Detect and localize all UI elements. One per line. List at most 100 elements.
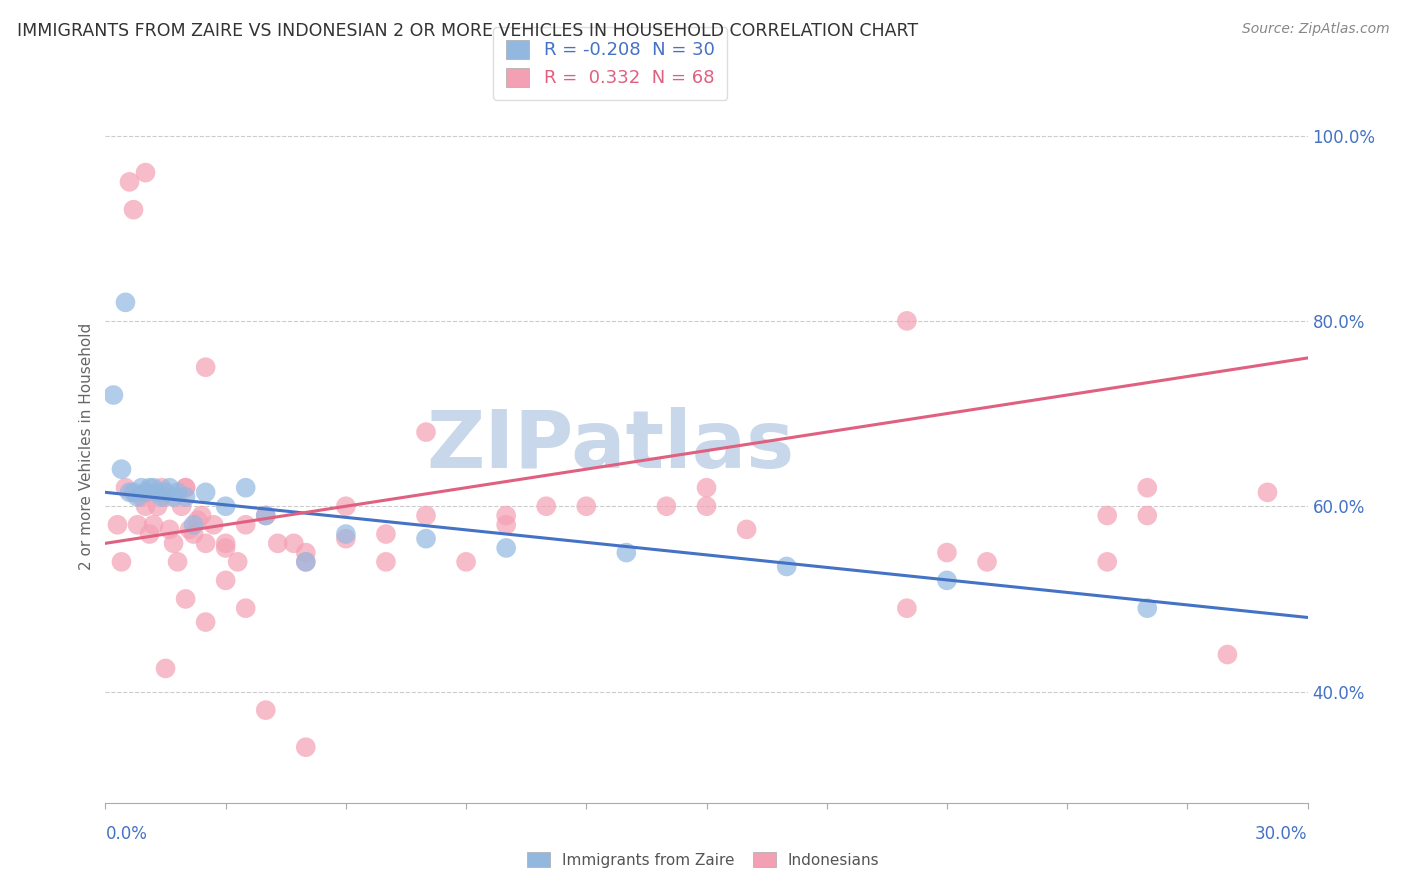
Point	[776, 559, 799, 574]
Point	[254, 703, 277, 717]
Point	[135, 166, 157, 180]
Point	[415, 508, 437, 523]
Point	[896, 601, 918, 615]
Point	[159, 481, 181, 495]
Point	[1136, 481, 1159, 495]
Point	[146, 485, 169, 500]
Point	[235, 481, 257, 495]
Point	[235, 517, 257, 532]
Point	[976, 555, 998, 569]
Point	[138, 527, 160, 541]
Point	[162, 536, 184, 550]
Point	[235, 601, 257, 615]
Point	[110, 462, 132, 476]
Point	[415, 532, 437, 546]
Point	[696, 500, 718, 514]
Point	[1136, 508, 1159, 523]
Point	[174, 481, 197, 495]
Point	[194, 536, 217, 550]
Point	[335, 532, 357, 546]
Point	[131, 481, 153, 495]
Point	[735, 523, 758, 537]
Point	[226, 555, 249, 569]
Point	[187, 513, 209, 527]
Y-axis label: 2 or more Vehicles in Household: 2 or more Vehicles in Household	[79, 322, 94, 570]
Point	[166, 485, 188, 500]
Point	[936, 574, 959, 588]
Point	[118, 175, 141, 189]
Point	[495, 541, 517, 555]
Point	[1216, 648, 1239, 662]
Point	[142, 517, 165, 532]
Point	[103, 388, 125, 402]
Point	[114, 481, 136, 495]
Point	[150, 490, 173, 504]
Point	[118, 485, 141, 500]
Point	[114, 295, 136, 310]
Point	[1136, 601, 1159, 615]
Point	[174, 490, 197, 504]
Point	[335, 500, 357, 514]
Point	[202, 517, 225, 532]
Point	[575, 500, 598, 514]
Point	[374, 527, 398, 541]
Point	[155, 485, 177, 500]
Point	[110, 555, 132, 569]
Legend: R = -0.208  N = 30, R =  0.332  N = 68: R = -0.208 N = 30, R = 0.332 N = 68	[494, 27, 727, 100]
Point	[495, 508, 517, 523]
Point	[495, 517, 517, 532]
Point	[150, 481, 173, 495]
Point	[127, 490, 149, 504]
Point	[214, 541, 236, 555]
Point	[283, 536, 305, 550]
Point	[214, 500, 236, 514]
Text: Source: ZipAtlas.com: Source: ZipAtlas.com	[1241, 22, 1389, 37]
Point	[122, 202, 145, 217]
Point	[194, 615, 217, 629]
Point	[170, 500, 193, 514]
Point	[295, 555, 318, 569]
Point	[655, 500, 678, 514]
Text: 30.0%: 30.0%	[1256, 825, 1308, 843]
Point	[174, 481, 197, 495]
Point	[155, 661, 177, 675]
Point	[122, 485, 145, 500]
Point	[1097, 508, 1119, 523]
Point	[166, 555, 188, 569]
Point	[162, 490, 184, 504]
Point	[454, 555, 477, 569]
Point	[179, 523, 201, 537]
Legend: Immigrants from Zaire, Indonesians: Immigrants from Zaire, Indonesians	[520, 846, 886, 873]
Point	[295, 555, 318, 569]
Point	[267, 536, 290, 550]
Text: 0.0%: 0.0%	[105, 825, 148, 843]
Point	[295, 545, 318, 559]
Point	[295, 740, 318, 755]
Point	[335, 527, 357, 541]
Point	[183, 527, 205, 541]
Point	[107, 517, 129, 532]
Point	[135, 485, 157, 500]
Point	[1257, 485, 1279, 500]
Point	[131, 490, 153, 504]
Text: ZIPatlas: ZIPatlas	[426, 407, 794, 485]
Point	[135, 500, 157, 514]
Point	[254, 508, 277, 523]
Text: IMMIGRANTS FROM ZAIRE VS INDONESIAN 2 OR MORE VEHICLES IN HOUSEHOLD CORRELATION : IMMIGRANTS FROM ZAIRE VS INDONESIAN 2 OR…	[17, 22, 918, 40]
Point	[194, 360, 217, 375]
Point	[254, 508, 277, 523]
Point	[174, 591, 197, 606]
Point	[896, 314, 918, 328]
Point	[159, 523, 181, 537]
Point	[142, 481, 165, 495]
Point	[183, 517, 205, 532]
Point	[155, 490, 177, 504]
Point	[127, 517, 149, 532]
Point	[616, 545, 638, 559]
Point	[214, 536, 236, 550]
Point	[374, 555, 398, 569]
Point	[696, 481, 718, 495]
Point	[146, 500, 169, 514]
Point	[415, 425, 437, 439]
Point	[194, 485, 217, 500]
